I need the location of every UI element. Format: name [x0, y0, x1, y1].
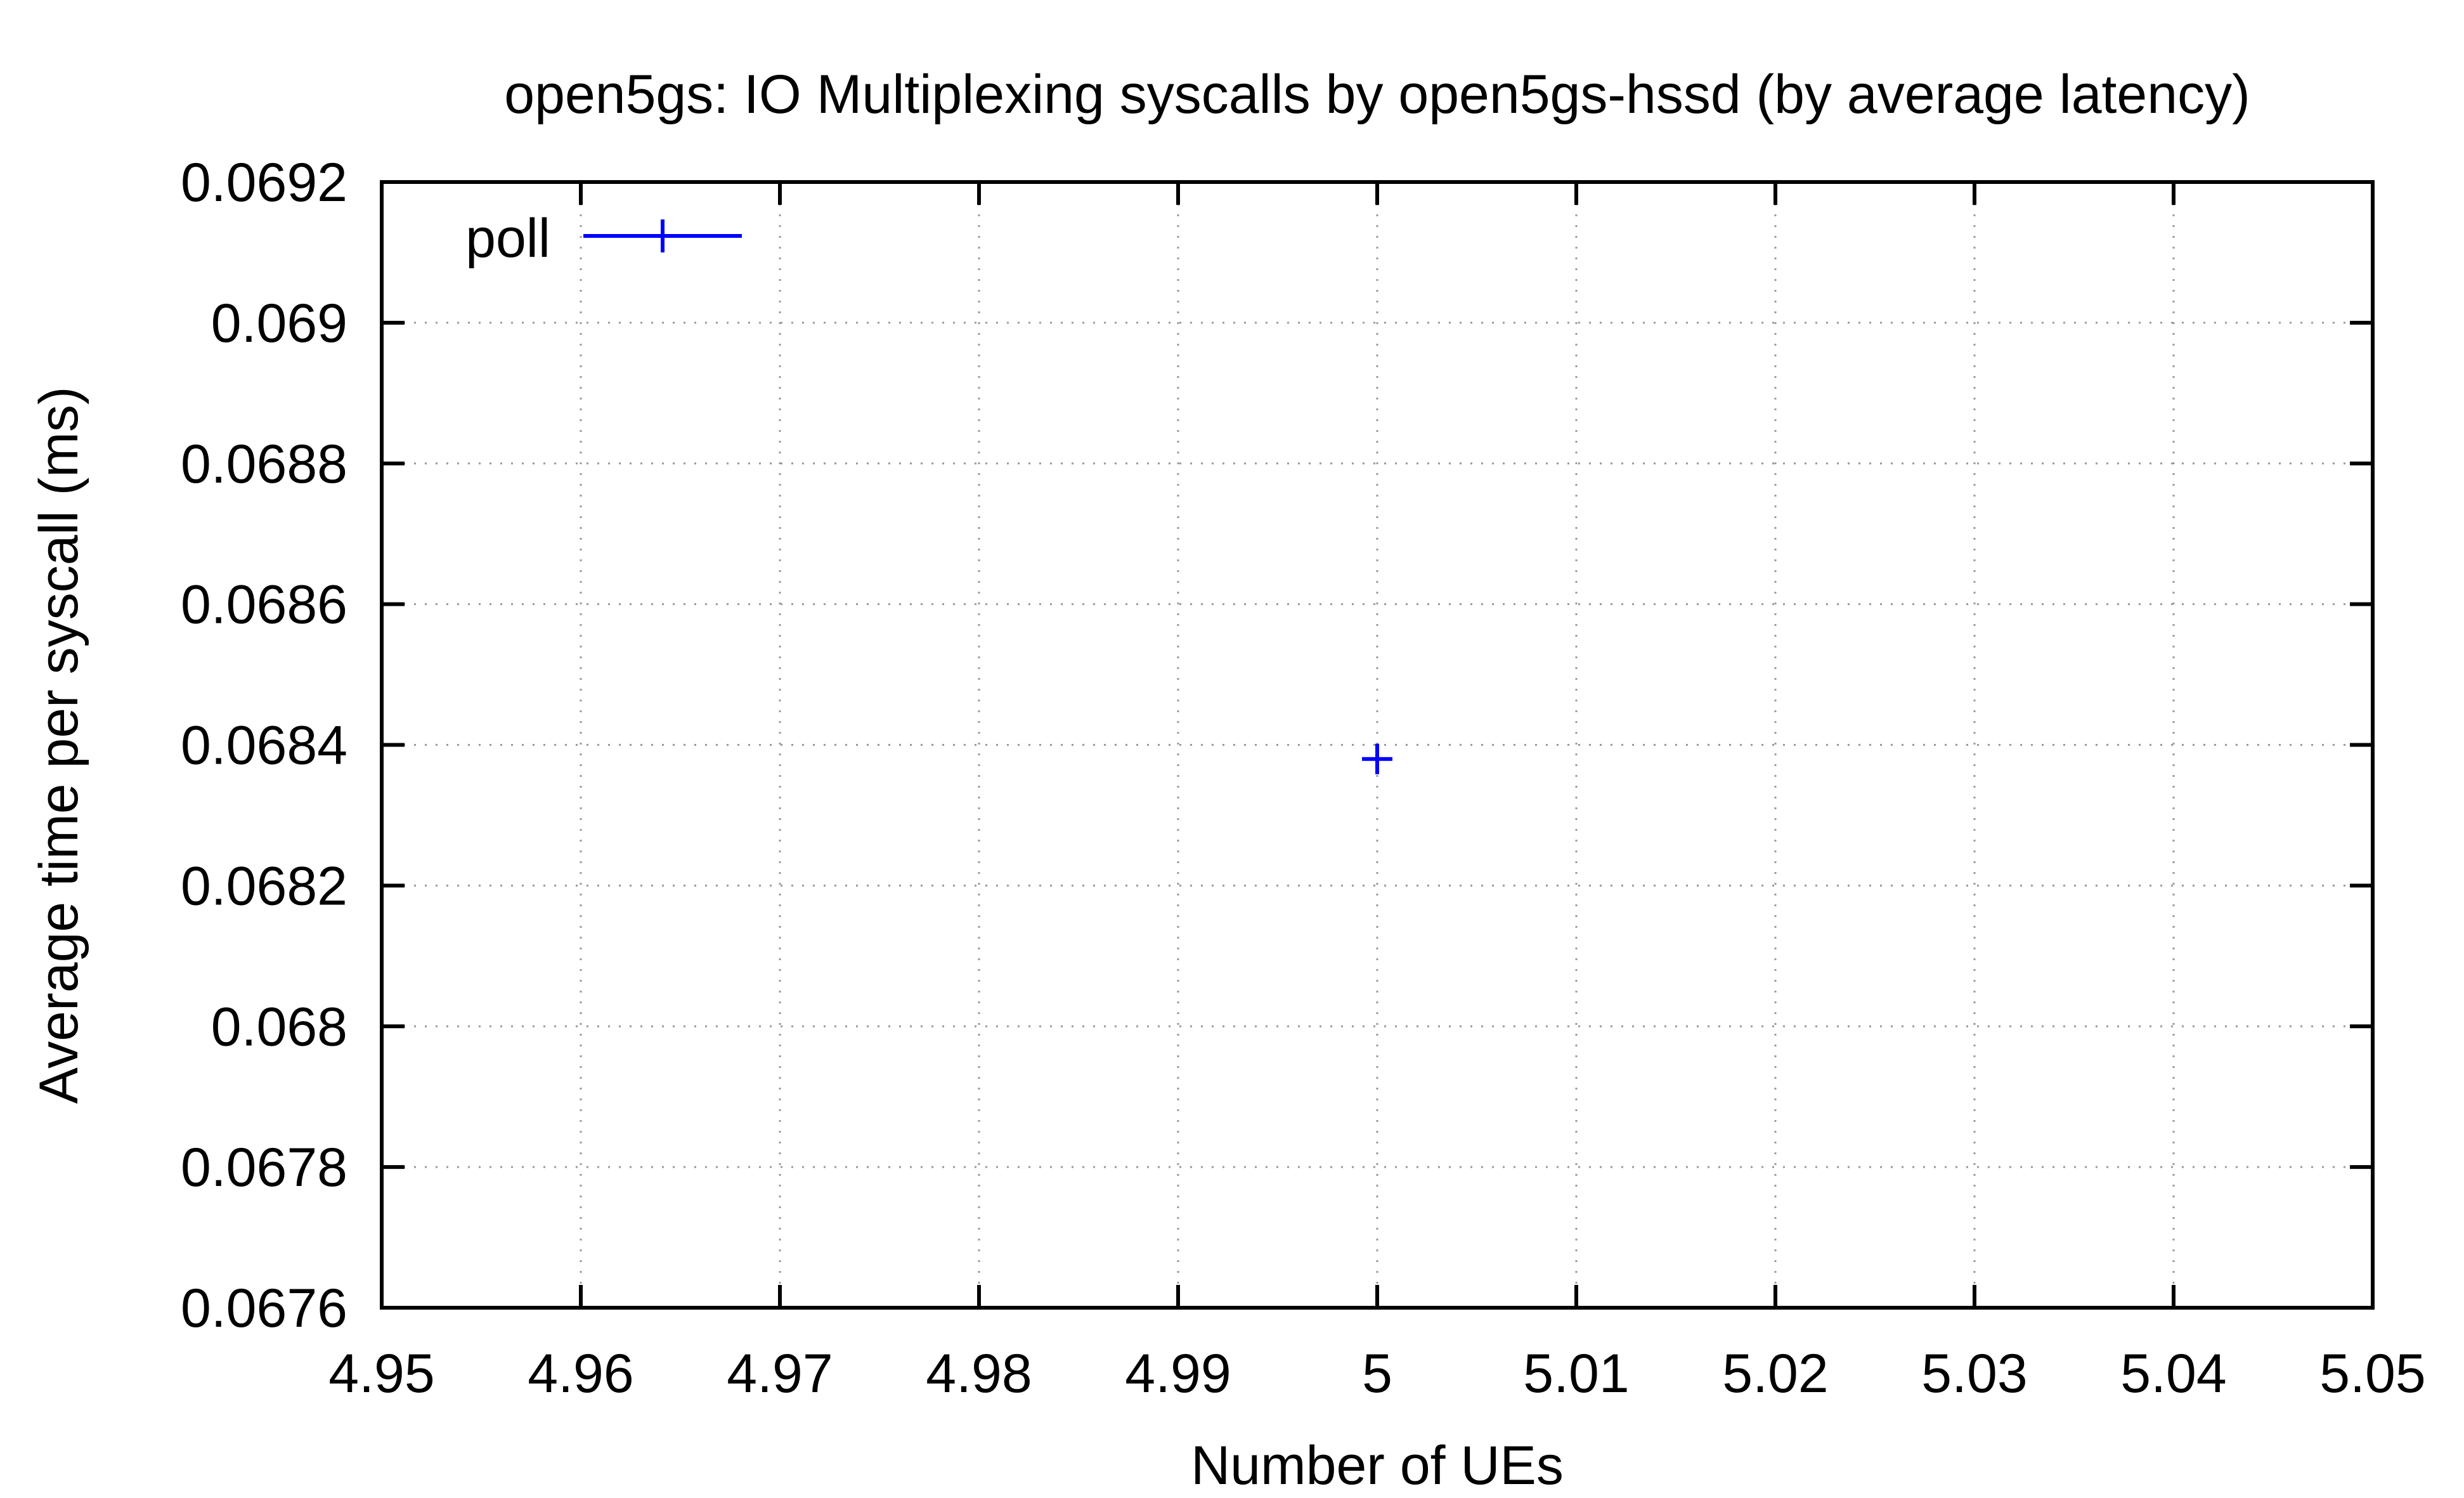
x-tick-label: 5.02 [1722, 1343, 1828, 1404]
x-tick-label: 4.95 [328, 1343, 434, 1404]
x-tick-label: 5.05 [2319, 1343, 2425, 1404]
y-tick-label: 0.069 [211, 293, 347, 354]
data-points [1362, 743, 1392, 774]
y-tick-label: 0.0686 [181, 575, 347, 635]
x-tick-label: 5.03 [1921, 1343, 2027, 1404]
legend-label-poll: poll [465, 208, 550, 269]
x-tick-label: 5.01 [1523, 1343, 1629, 1404]
x-tick-label: 4.96 [528, 1343, 633, 1404]
y-axis-label: Average time per syscall (ms) [29, 386, 89, 1104]
x-tick-label: 5 [1362, 1343, 1392, 1404]
chart-title: open5gs: IO Multiplexing syscalls by ope… [504, 64, 2250, 125]
y-tick-label: 0.0676 [181, 1278, 347, 1339]
y-tick-label: 0.068 [211, 996, 347, 1057]
x-tick-label: 5.04 [2120, 1343, 2226, 1404]
y-tick-label: 0.0688 [181, 434, 347, 495]
y-tick-label: 0.0684 [181, 715, 347, 776]
y-tick-label: 0.0682 [181, 856, 347, 916]
tick-labels: 4.95 4.96 4.97 4.98 4.99 5 5.01 5.02 5.03 5.04 5.0… [181, 152, 2426, 1404]
legend: poll [465, 208, 742, 269]
grid [382, 182, 2373, 1308]
x-tick-label: 4.97 [727, 1343, 833, 1404]
plot-area-frame [380, 180, 2375, 1310]
x-tick-label: 4.99 [1125, 1343, 1231, 1404]
x-tick-label: 4.98 [926, 1343, 1032, 1404]
y-tick-label: 0.0692 [181, 152, 347, 213]
x-axis-label: Number of UEs [1191, 1435, 1564, 1496]
data-point-poll [1362, 743, 1392, 774]
y-tick-label: 0.0678 [181, 1137, 347, 1198]
